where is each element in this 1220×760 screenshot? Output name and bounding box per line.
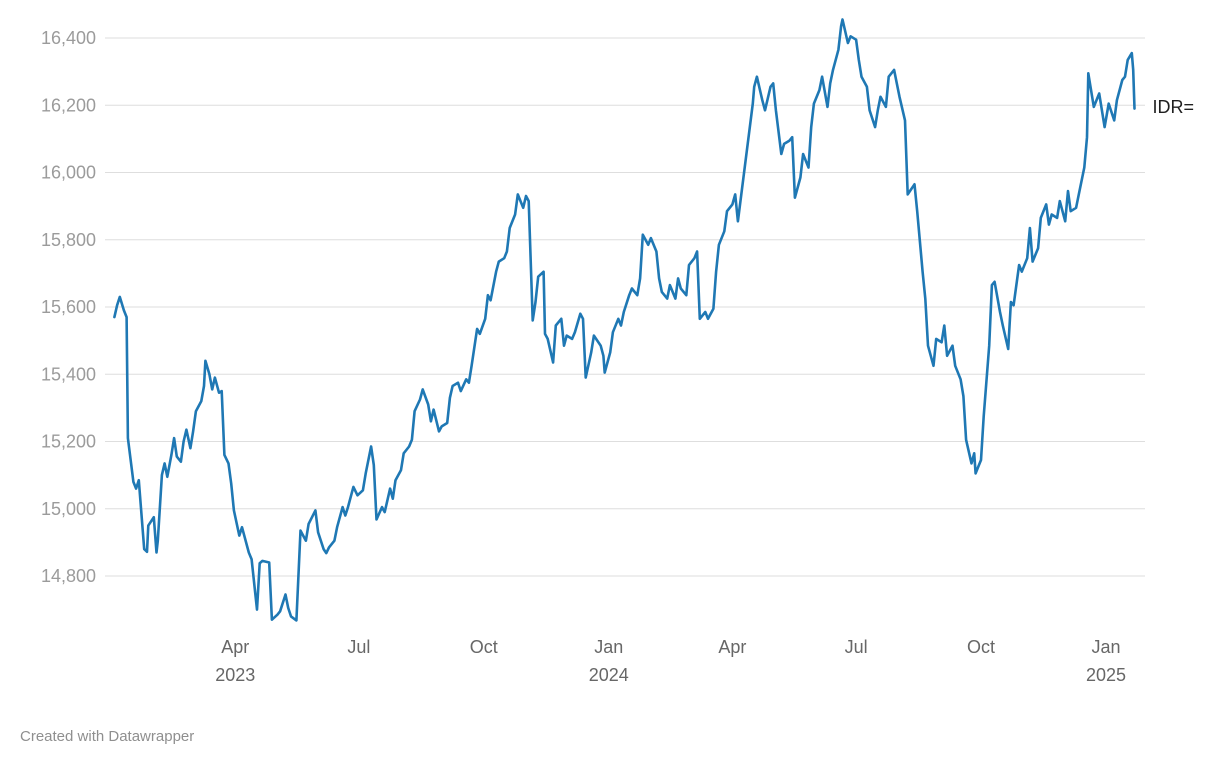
datawrapper-credit: Created with Datawrapper xyxy=(20,728,195,745)
x-tick-year: 2024 xyxy=(589,665,629,685)
y-tick-label: 15,800 xyxy=(41,230,96,250)
x-tick-label: Jan xyxy=(1091,637,1120,657)
x-tick-label: Apr xyxy=(718,637,746,657)
x-tick-year: 2025 xyxy=(1086,665,1126,685)
x-tick-label: Apr xyxy=(221,637,249,657)
x-tick-label: Oct xyxy=(967,637,995,657)
y-tick-label: 16,200 xyxy=(41,95,96,115)
x-tick-label: Jul xyxy=(347,637,370,657)
data-line xyxy=(113,18,1136,622)
y-tick-label: 16,000 xyxy=(41,163,96,183)
x-tick-label: Oct xyxy=(470,637,498,657)
chart-canvas: 14,800 15,000 15,200 15,400 15,600 15,800 16,0… xyxy=(41,18,1145,685)
y-tick-label: 15,400 xyxy=(41,364,96,384)
y-tick-label: 15,600 xyxy=(41,297,96,317)
y-tick-label: 16,400 xyxy=(41,28,96,48)
series-label: IDR= xyxy=(1152,96,1195,117)
y-tick-label: 14,800 xyxy=(41,566,96,586)
x-tick-label: Jan xyxy=(594,637,623,657)
x-tick-year: 2023 xyxy=(215,665,255,685)
y-tick-label: 15,000 xyxy=(41,499,96,519)
y-tick-label: 15,200 xyxy=(41,432,96,452)
x-tick-label: Jul xyxy=(845,637,868,657)
